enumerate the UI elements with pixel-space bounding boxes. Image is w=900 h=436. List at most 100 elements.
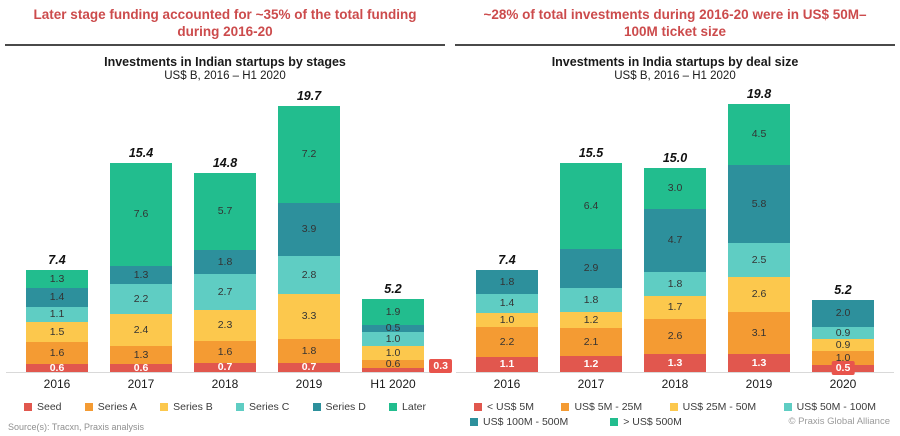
- segment-value-label: 1.2: [583, 357, 599, 370]
- bar-segment--us-5m: 1.3: [644, 354, 706, 372]
- legend-item-series-a: Series A: [84, 401, 137, 413]
- bar-stack: 5.7 1.8 2.7 2.3 1.6 0.7: [194, 173, 256, 372]
- bar-column-2019: 19.8 4.5 5.8 2.5 2.6 3.1 1.3: [728, 87, 790, 372]
- segment-value-label: 2.6: [751, 288, 767, 301]
- bar-column-2017: 15.5 6.4 2.9 1.8 1.2 2.1 1.2: [560, 146, 622, 372]
- segment-value-label: 1.0: [499, 313, 515, 326]
- right-legend: < US$ 5M US$ 5M - 25M US$ 25M - 50M US$ 50M…: [450, 401, 900, 428]
- bar-segment-series-a: 1.6: [194, 341, 256, 363]
- segment-value-label: 3.1: [751, 326, 767, 339]
- legend-item-us-50m-100m: US$ 50M - 100M: [783, 401, 876, 413]
- legend-item-us-5m-25m: US$ 5M - 25M: [561, 401, 642, 413]
- bar-column-H1 2020: 5.2 1.9 0.5 1.0 1.0 0.6 0.3: [362, 282, 452, 373]
- segment-value-label: 0.9: [835, 338, 851, 351]
- value-callout: 0.5: [831, 360, 855, 375]
- segment-value-label: 1.8: [217, 255, 233, 268]
- bar-segment-series-a: 1.3: [110, 346, 172, 364]
- legend-item-series-d: Series D: [312, 401, 366, 413]
- bar-segment-series-b: 2.3: [194, 310, 256, 341]
- right-header-rule: [455, 44, 895, 46]
- bar-segment--us-5m: 1.2: [560, 356, 622, 372]
- segment-value-label: 3.0: [667, 182, 683, 195]
- segment-value-label: 2.4: [133, 323, 149, 336]
- segment-value-label: 1.3: [751, 356, 767, 369]
- copyright-note: © Praxis Global Alliance: [788, 416, 890, 427]
- segment-value-label: 2.2: [133, 292, 149, 305]
- legend-swatch-icon: [236, 403, 245, 411]
- segment-value-label: 0.6: [49, 361, 65, 374]
- bar-segment-series-c: 2.7: [194, 274, 256, 310]
- segment-value-label: 1.6: [217, 345, 233, 358]
- bar-stack: 1.8 1.4 1.0 2.2 1.1: [476, 270, 538, 372]
- bar-segment-series-b: 2.4: [110, 314, 172, 346]
- legend-label: > US$ 500M: [623, 416, 682, 428]
- bar-segment-series-c: 2.2: [110, 284, 172, 314]
- legend-swatch-icon: [312, 403, 321, 411]
- right-panel: ~28% of total investments during 2016-20…: [450, 0, 900, 428]
- bar-column-2018: 15.0 3.0 4.7 1.8 1.7 2.6 1.3: [644, 151, 706, 372]
- right-x-axis-labels: 2016 2017 2018 2019 2020: [476, 377, 874, 391]
- left-headline: Later stage funding accounted for ~35% o…: [33, 7, 417, 39]
- segment-value-label: 0.9: [835, 326, 851, 339]
- segment-value-label: 2.3: [217, 319, 233, 332]
- bar-segment-series-a: 1.8: [278, 339, 340, 363]
- segment-value-label: 0.7: [301, 361, 317, 374]
- bar-column-2018: 14.8 5.7 1.8 2.7 2.3 1.6 0.7: [194, 156, 256, 372]
- legend-label: US$ 5M - 25M: [574, 401, 643, 413]
- segment-value-label: 1.1: [499, 358, 515, 371]
- segment-value-label: 0.6: [133, 361, 149, 374]
- bar-stack: 4.5 5.8 2.5 2.6 3.1 1.3: [728, 104, 790, 372]
- bar-stack: 7.6 1.3 2.2 2.4 1.3 0.6: [110, 163, 172, 374]
- bar-segment-series-b: 3.3: [278, 294, 340, 339]
- bar-stack: 3.0 4.7 1.8 1.7 2.6 1.3: [644, 168, 706, 372]
- total-label: 15.5: [578, 146, 604, 160]
- segment-value-label: 1.6: [49, 346, 65, 359]
- segment-value-label: 1.4: [49, 291, 65, 304]
- bar-segment-us-25m-50m: 2.6: [728, 277, 790, 312]
- legend-row: Seed Series A Series B Series C Series D Late…: [0, 401, 450, 413]
- bar-stack: 1.9 0.5 1.0 1.0 0.6: [362, 299, 424, 372]
- segment-value-label: 1.3: [133, 348, 149, 361]
- bar-segment-us-5m-25m: 2.6: [644, 319, 706, 354]
- legend-item--us-500m: > US$ 500M: [610, 416, 682, 428]
- legend-label: < US$ 5M: [487, 401, 534, 413]
- bar-segment-seed: 0.7: [194, 362, 256, 372]
- bar-segment-series-c: 1.1: [26, 307, 88, 322]
- segment-value-label: 6.4: [583, 199, 599, 212]
- legend-label: Seed: [37, 401, 62, 413]
- segment-value-label: 2.6: [667, 330, 683, 343]
- bar-segment-us-50m-100m: 1.8: [644, 272, 706, 296]
- segment-value-label: 2.7: [217, 285, 233, 298]
- bar-segment-series-d: 0.5: [362, 323, 424, 333]
- bar-segment-us-100m-500m: 2.9: [560, 249, 622, 288]
- bar-segment-us-25m-50m: 1.0: [476, 313, 538, 327]
- total-label: 7.4: [48, 253, 66, 267]
- segment-value-label: 1.3: [133, 268, 149, 281]
- legend-swatch-icon: [24, 403, 32, 411]
- segment-value-label: 3.3: [301, 310, 317, 323]
- bar-segment-series-a: 1.6: [26, 342, 88, 364]
- legend-label: Series B: [173, 401, 213, 413]
- legend-label: Series D: [325, 401, 366, 413]
- total-label: 19.8: [746, 87, 772, 101]
- segment-value-label: 2.5: [751, 253, 767, 266]
- right-chart-subtitle: US$ B, 2016 – H1 2020: [614, 70, 736, 82]
- bar-segment-series-d: 1.3: [110, 266, 172, 284]
- segment-value-label: 7.6: [133, 208, 149, 221]
- bar-segment-series-b: 1.0: [362, 346, 424, 360]
- legend-row: < US$ 5M US$ 5M - 25M US$ 25M - 50M US$ 50M…: [450, 401, 900, 413]
- segment-value-label: 4.5: [751, 128, 767, 141]
- total-label: 7.4: [498, 253, 516, 267]
- legend-swatch-icon: [84, 403, 93, 411]
- bar-column-2017: 15.4 7.6 1.3 2.2 2.4 1.3 0.6: [110, 146, 172, 374]
- legend-swatch-icon: [610, 418, 619, 426]
- bar-segment-us-100m-500m: 1.8: [476, 270, 538, 294]
- segment-value-label: 2.0: [835, 307, 851, 320]
- segment-value-label: 1.7: [667, 301, 683, 314]
- bar-segment-seed: 0.6: [110, 361, 172, 374]
- value-callout: 0.3: [429, 358, 452, 373]
- legend-swatch-icon: [160, 403, 169, 411]
- segment-value-label: 1.9: [385, 305, 401, 318]
- legend-swatch-icon: [561, 403, 570, 411]
- bar-segment--us-500m: 4.5: [728, 104, 790, 165]
